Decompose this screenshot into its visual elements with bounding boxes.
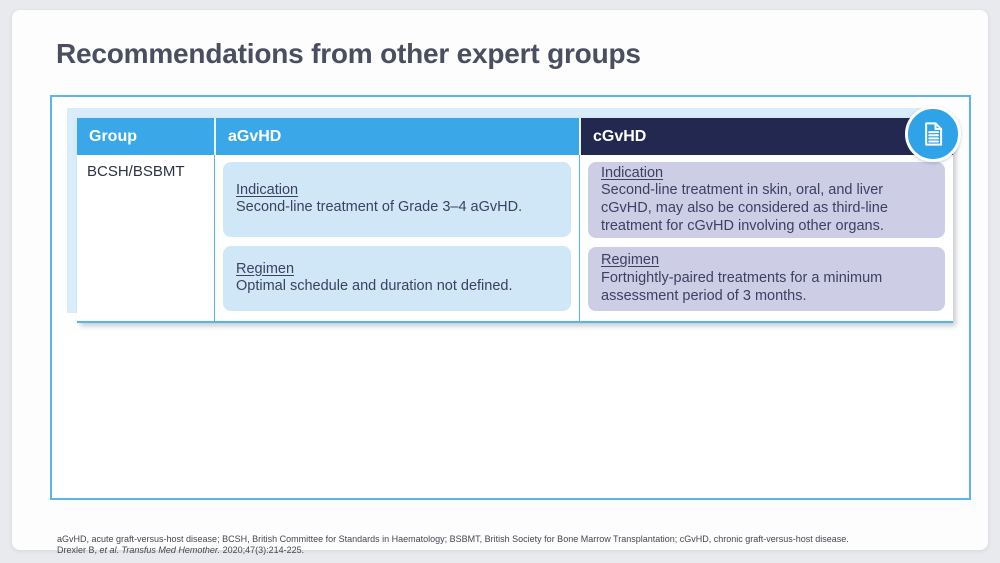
indication-heading: Indication [236,181,299,198]
cgvhd-regimen-card: Regimen Fortnightly-paired treatments fo… [588,247,945,311]
agvhd-cell: Indication Second-line treatment of Grad… [214,155,579,321]
reference-document-button[interactable] [905,106,961,162]
agvhd-regimen-card: Regimen Optimal schedule and duration no… [223,245,571,311]
cgvhd-cell: Indication Second-line treatment in skin… [579,155,953,321]
table-header-row: Group aGvHD cGvHD [77,118,953,155]
agvhd-indication-card: Indication Second-line treatment of Grad… [223,162,571,237]
regimen-heading: Regimen [601,252,660,269]
reference-italic-part: et al. Transfus Med Hemother. [99,545,221,555]
regimen-text: Fortnightly-paired treatments for a mini… [601,270,883,304]
document-icon [918,119,948,149]
group-cell: BCSH/BSBMT [87,163,185,180]
regimen-heading: Regimen [236,260,295,277]
column-header-group: Group [77,118,214,155]
regimen-text: Optimal schedule and duration not define… [236,278,513,295]
footnote-abbreviations: aGvHD, acute graft-versus-host disease; … [57,534,849,544]
table-row: BCSH/BSBMT Indication Second-line treatm… [77,155,953,323]
column-header-agvhd: aGvHD [214,118,579,155]
footnote-reference: Drexler B, et al. Transfus Med Hemother.… [57,545,957,556]
indication-heading: Indication [601,164,664,181]
page-title: Recommendations from other expert groups [56,38,641,69]
indication-text: Second-line treatment of Grade 3–4 aGvHD… [236,199,523,216]
column-header-cgvhd: cGvHD [579,118,953,155]
reference-author: Drexler B, [57,545,100,555]
cgvhd-indication-card: Indication Second-line treatment in skin… [588,162,945,238]
indication-text: Second-line treatment in skin, oral, and… [601,182,888,234]
footnote: aGvHD, acute graft-versus-host disease; … [57,534,957,556]
reference-tail: 2020;47(3):214-225. [220,545,305,555]
recommendations-table: Group aGvHD cGvHD BCSH/BSBMT Indication … [77,118,953,323]
slide-card: Recommendations from other expert groups… [12,10,988,555]
